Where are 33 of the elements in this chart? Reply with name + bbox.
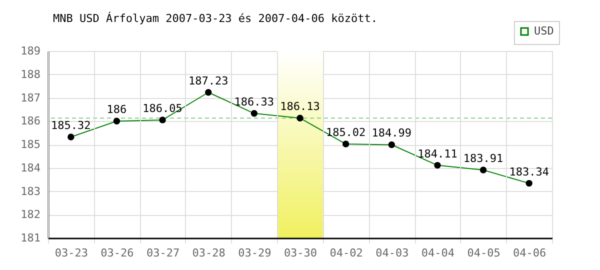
x-tick-label: 04-03 bbox=[376, 246, 409, 260]
x-tick-label: 04-06 bbox=[513, 246, 546, 260]
y-tick-label: 187 bbox=[20, 91, 40, 104]
y-tick-label: 183 bbox=[20, 184, 40, 198]
legend-label: USD bbox=[534, 24, 554, 38]
y-tick-label: 182 bbox=[20, 208, 40, 222]
y-tick-label: 181 bbox=[20, 232, 40, 244]
y-tick-label: 188 bbox=[20, 68, 40, 81]
data-label: 184.99 bbox=[372, 126, 412, 140]
x-tick-label: 03-26 bbox=[100, 246, 134, 260]
x-tick-label: 04-02 bbox=[330, 246, 363, 260]
data-label: 183.34 bbox=[509, 165, 550, 178]
x-tick-label: 03-27 bbox=[146, 246, 180, 260]
x-tick-label: 03-28 bbox=[192, 246, 226, 260]
y-tick-label: 186 bbox=[20, 114, 40, 128]
data-label: 185.02 bbox=[326, 126, 366, 140]
data-label: 183.91 bbox=[463, 152, 504, 165]
data-label: 186.13 bbox=[280, 100, 320, 114]
y-tick-label: 184 bbox=[20, 161, 41, 174]
x-tick-label: 03-23 bbox=[54, 246, 88, 260]
x-tick-label: 03-30 bbox=[284, 246, 318, 260]
data-label: 186.05 bbox=[142, 102, 182, 115]
y-tick-label: 185 bbox=[20, 138, 40, 151]
y-tick-label: 189 bbox=[20, 44, 40, 58]
data-label: 186 bbox=[106, 103, 127, 116]
chart-title: MNB USD Árfolyam 2007-03-23 és 2007-04-06 között. bbox=[53, 11, 378, 25]
x-tick-label: 03-29 bbox=[238, 246, 272, 260]
x-tick-label: 04-04 bbox=[421, 246, 455, 260]
data-label: 184.11 bbox=[418, 147, 458, 160]
data-label: 187.23 bbox=[188, 74, 228, 88]
data-label: 186.33 bbox=[234, 95, 274, 108]
data-label: 185.32 bbox=[51, 119, 91, 132]
x-tick-label: 04-05 bbox=[467, 246, 500, 260]
